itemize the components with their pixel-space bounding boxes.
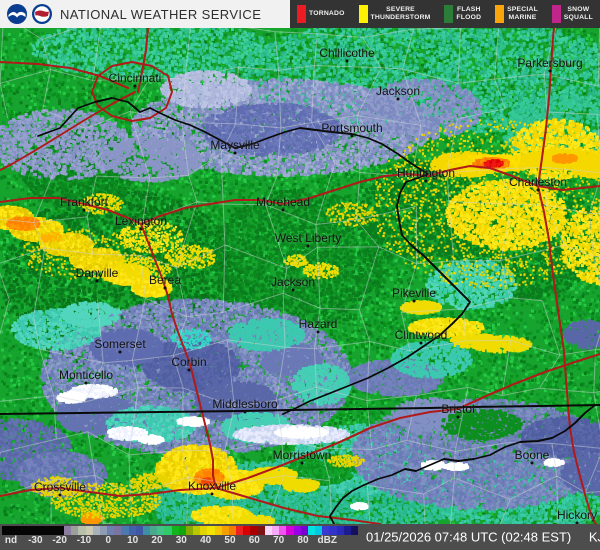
colorbar-cell <box>236 526 244 535</box>
legend-item-special: SPECIAL MARINE <box>495 5 538 23</box>
colorbar-nd-segment <box>2 526 64 535</box>
colorbar-tick: nd <box>4 535 18 546</box>
colorbar-cell <box>228 526 237 535</box>
footer-status: 01/25/2026 07:48 UTC (02:48 EST) KJKL <box>366 530 600 545</box>
reflectivity-colorbar <box>2 526 359 535</box>
colorbar-cell <box>207 526 215 535</box>
colorbar-cell <box>142 526 151 535</box>
radar-map[interactable]: Cincinnati Chillicothe Jackson Parkersburg P… <box>0 28 600 524</box>
station-id: KJKL <box>588 529 600 545</box>
legend-label: TORNADO <box>309 9 345 17</box>
colorbar-tick: 20 <box>151 535 163 546</box>
header-bar: NATIONAL WEATHER SERVICE TORNADO SEVERE T… <box>0 0 600 28</box>
legend-label: FLASH FLOOD <box>456 5 482 21</box>
legend-item-snow: SNOW SQUALL <box>551 5 593 23</box>
legend-chip <box>297 5 306 23</box>
colorbar-cell <box>114 526 122 535</box>
colorbar-tick: 50 <box>224 535 236 546</box>
colorbar-cell <box>264 526 272 535</box>
colorbar-cell <box>250 526 258 535</box>
colorbar-tick: 0 <box>105 535 112 546</box>
colorbar-cell <box>178 526 186 535</box>
noaa-logo-icon[interactable] <box>7 4 27 24</box>
colorbar-cell <box>322 526 330 535</box>
radar-map-canvas[interactable] <box>0 28 600 524</box>
colorbar-cell <box>279 526 287 535</box>
colorbar-cell <box>350 526 359 535</box>
colorbar-cell <box>107 526 115 535</box>
colorbar-tick: 60 <box>248 535 260 546</box>
colorbar-cell <box>135 526 143 535</box>
colorbar-tick: dBZ <box>317 535 338 546</box>
colorbar-tick: 10 <box>127 535 139 546</box>
colorbar-cell <box>307 526 316 535</box>
colorbar-cell <box>78 526 86 535</box>
warning-legend: TORNADO SEVERE THUNDERSTORM FLASH FLOOD SPE… <box>290 0 600 28</box>
colorbar-tick: -30 <box>28 535 43 546</box>
legend-item-flash: FLASH FLOOD <box>444 5 481 23</box>
colorbar-cell <box>128 526 136 535</box>
colorbar-cell <box>200 526 208 535</box>
header-branding: NATIONAL WEATHER SERVICE <box>0 0 290 28</box>
colorbar-cell <box>150 526 158 535</box>
colorbar-cell <box>286 526 294 535</box>
colorbar-cell <box>315 526 323 535</box>
colorbar-cell <box>271 526 280 535</box>
colorbar-tick: 40 <box>200 535 212 546</box>
colorbar-cell <box>85 526 93 535</box>
app-title: NATIONAL WEATHER SERVICE <box>60 6 262 22</box>
colorbar-tick: 80 <box>297 535 309 546</box>
legend-label: SNOW SQUALL <box>563 5 593 21</box>
nws-logo-icon[interactable] <box>32 4 52 24</box>
colorbar-cell <box>221 526 229 535</box>
legend-chip <box>444 5 454 23</box>
colorbar-cell <box>300 526 308 535</box>
colorbar-cell <box>257 526 265 535</box>
legend-chip <box>495 5 505 23</box>
colorbar-cell <box>293 526 301 535</box>
colorbar-tick: -10 <box>76 535 92 546</box>
colorbar-cell <box>214 526 222 535</box>
colorbar-cell <box>193 526 201 535</box>
legend-item-severe: SEVERE THUNDERSTORM <box>358 5 431 23</box>
legend-label: SPECIAL MARINE <box>507 5 538 21</box>
colorbar-cell <box>164 526 172 535</box>
colorbar-cell <box>92 526 100 535</box>
colorbar-cell <box>171 526 179 535</box>
colorbar-tick: -20 <box>52 535 67 546</box>
timestamp-text: 01/25/2026 07:48 UTC (02:48 EST) <box>366 529 572 545</box>
legend-label: SEVERE THUNDERSTORM <box>370 5 431 21</box>
colorbar-cell <box>64 526 72 535</box>
colorbar-tick: 70 <box>273 535 285 546</box>
colorbar-cell <box>99 526 108 535</box>
colorbar-cell <box>185 526 194 535</box>
legend-chip <box>358 5 368 23</box>
colorbar-cell <box>157 526 165 535</box>
legend-chip <box>551 5 561 23</box>
colorbar-cell <box>243 526 251 535</box>
colorbar-cell <box>329 526 337 535</box>
colorbar-cell <box>343 526 351 535</box>
colorbar-cell <box>121 526 129 535</box>
colorbar-cell <box>336 526 344 535</box>
colorbar-cell <box>71 526 79 535</box>
colorbar-footer: nd -30 -20 -10 0 10 20 30 40 50 60 70 80 dBZ 01/25/20… <box>0 524 600 550</box>
colorbar-tick: 30 <box>175 535 187 546</box>
legend-item-tornado: TORNADO <box>297 5 345 23</box>
